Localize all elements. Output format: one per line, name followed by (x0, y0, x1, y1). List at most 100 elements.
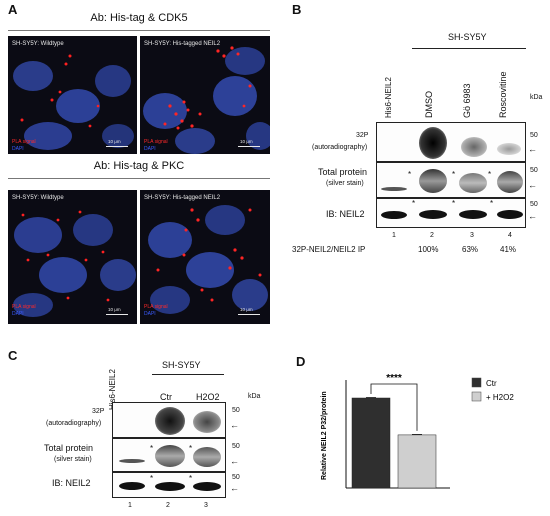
panel-c-lane-header-3: H2O2 (196, 392, 220, 402)
panel-b-star-2: * (452, 170, 456, 179)
panel-b-star-5: * (452, 199, 456, 208)
panel-c-lane-number-2: 2 (166, 502, 170, 509)
panel-d-letter: D (296, 354, 306, 369)
silver-band-roscovitine (497, 171, 523, 193)
cdk5-wildtype-image (13, 54, 134, 150)
panel-b-row2-marker: 50 (530, 167, 538, 174)
panel-c-row2-marker: 50 (232, 443, 240, 450)
panel-b-lane-header-4: Roscovitine (498, 71, 508, 118)
panel-a-letter: A (8, 2, 18, 17)
panel-a-bottom-title: Ab: His-tag & PKC (93, 160, 185, 172)
panel-c-lane-number-3: 3 (204, 502, 208, 509)
pkc-his-pla-label: PLA signal (144, 304, 168, 310)
pkc-wt-scale-label: 10 μm (108, 307, 121, 312)
panel-c-lane-header-2: Ctr (160, 392, 172, 402)
pkc-his-scale-bar (238, 314, 260, 315)
panel-b-row3-label: IB: NEIL2 (326, 209, 365, 219)
panel-c-row1-label: 32P (92, 408, 105, 415)
panel-b-lane-number-3: 3 (470, 232, 474, 239)
pkc-wt-scale-bar (106, 314, 128, 315)
cdk5-his-scale-label: 10 μm (240, 139, 253, 144)
cdk5-wildtype-label: SH-SY5Y: Wildtype (12, 41, 64, 47)
panel-c-cell-line: SH-SY5Y (162, 360, 201, 370)
panel-b-lane-header-3: Gö 6983 (462, 83, 472, 118)
panel-b-row3-arrow: ← (528, 211, 537, 221)
panel-c-star-1: * (150, 444, 154, 453)
significance-stars: **** (386, 373, 402, 384)
panel-c-row1-sublabel: (autoradiography) (46, 420, 102, 427)
panel-b-lane-header-1: His6-NEIL2 (384, 77, 393, 118)
c-ib-band-h2o2 (193, 482, 221, 491)
panel-b-cell-line-rule (412, 48, 526, 49)
panel-b-lane-header-2: DMSO (424, 91, 434, 118)
panel-b-silver-stain-blot (376, 162, 526, 198)
panel-c-row2-arrow: ← (230, 456, 239, 466)
autorad-band-roscovitine (497, 143, 521, 155)
c-autorad-band-h2o2 (193, 411, 221, 433)
c-silver-band-h2o2 (193, 447, 221, 467)
pkc-wildtype-label: SH-SY5Y: Wildtype (12, 195, 64, 201)
micrograph-pkc-his-neil2: SH-SY5Y: His-tagged NEIL2 PLA signal DAP… (140, 190, 270, 324)
panel-c-row3-arrow: ← (230, 483, 239, 493)
autorad-band-go6983 (461, 137, 487, 157)
legend-label-0: Ctr (486, 379, 497, 388)
cdk5-wt-pla-label: PLA signal (12, 139, 36, 145)
panel-a-top-title: Ab: His-tag & CDK5 (90, 12, 188, 24)
panel-c-autoradiography-blot (112, 402, 226, 438)
ib-band-his (381, 211, 407, 219)
cdk5-wt-scale-bar (106, 146, 128, 147)
cdk5-his-neil2-image (143, 46, 270, 154)
c-autorad-band-ctr (155, 407, 185, 435)
cdk5-his-label: SH-SY5Y: His-tagged NEIL2 (144, 41, 221, 47)
cdk5-his-dapi-label: DAPI (144, 146, 156, 152)
silver-band-go6983 (459, 173, 487, 193)
legend-label-1: + H2O2 (486, 393, 514, 402)
cdk5-wt-scale-label: 10 μm (108, 139, 121, 144)
panel-b-ratio-label: 32P-NEIL2/NEIL2 IP (292, 245, 366, 254)
autorad-band-dmso (419, 127, 447, 159)
panel-b-letter: B (292, 2, 302, 17)
panel-a-top-rule (8, 30, 270, 31)
panel-d-chart: Relative NEIL2 P32/protein **** Ctr + H2O2 (321, 373, 514, 489)
cdk5-wt-dapi-label: DAPI (12, 146, 24, 152)
panel-c-ib-neil2-blot (112, 472, 226, 498)
panel-b-cell-line: SH-SY5Y (448, 32, 487, 42)
panel-b-row2-label: Total protein (318, 167, 368, 177)
panel-c-row1-marker: 50 (232, 407, 240, 414)
panel-b-row1-marker: 50 (530, 132, 538, 139)
legend-swatch-0 (471, 377, 482, 388)
micrograph-cdk5-his-neil2: SH-SY5Y: His-tagged NEIL2 PLA signal DAP… (140, 36, 270, 154)
panel-b-ratio-dmso: 100% (418, 245, 439, 254)
pkc-his-neil2-image (148, 205, 268, 314)
panel-c-star-4: * (189, 474, 193, 483)
panel-c-cell-line-rule (152, 374, 224, 375)
silver-band-his (381, 187, 407, 191)
panel-b-row3-marker: 50 (530, 201, 538, 208)
c-ib-band-his (119, 482, 145, 490)
panel-c-kda: kDa (248, 393, 261, 400)
panel-b-star-1: * (408, 170, 412, 179)
c-ib-band-ctr (155, 482, 185, 491)
micrograph-pkc-wildtype: SH-SY5Y: Wildtype PLA signal DAPI 10 μm (8, 190, 137, 324)
panel-c-row1-arrow: ← (230, 420, 239, 430)
legend-swatch-1 (471, 391, 482, 402)
bar-0 (351, 397, 391, 489)
pkc-his-dapi-label: DAPI (144, 311, 156, 317)
panel-b-row2-sublabel: (silver stain) (326, 180, 364, 187)
panel-b-lane-number-2: 2 (430, 232, 434, 239)
panel-b-ratio-go6983: 63% (462, 245, 479, 254)
panel-b-lane-number-1: 1 (392, 232, 396, 239)
c-silver-band-ctr (155, 445, 185, 467)
panel-b-lane-number-4: 4 (508, 232, 512, 239)
panel-b-star-6: * (490, 199, 494, 208)
panel-c-star-3: * (150, 474, 154, 483)
cdk5-his-scale-bar (238, 146, 260, 147)
panel-b-row1-sublabel: (autoradiography) (312, 144, 368, 151)
panel-c-row3-marker: 50 (232, 474, 240, 481)
cdk5-his-pla-label: PLA signal (144, 139, 168, 145)
panel-c-row2-label: Total protein (44, 443, 94, 453)
c-silver-band-his (119, 459, 145, 463)
ib-band-dmso (419, 210, 447, 219)
panel-b-row2-arrow: ← (528, 180, 537, 190)
panel-b-autoradiography-blot (376, 122, 526, 162)
